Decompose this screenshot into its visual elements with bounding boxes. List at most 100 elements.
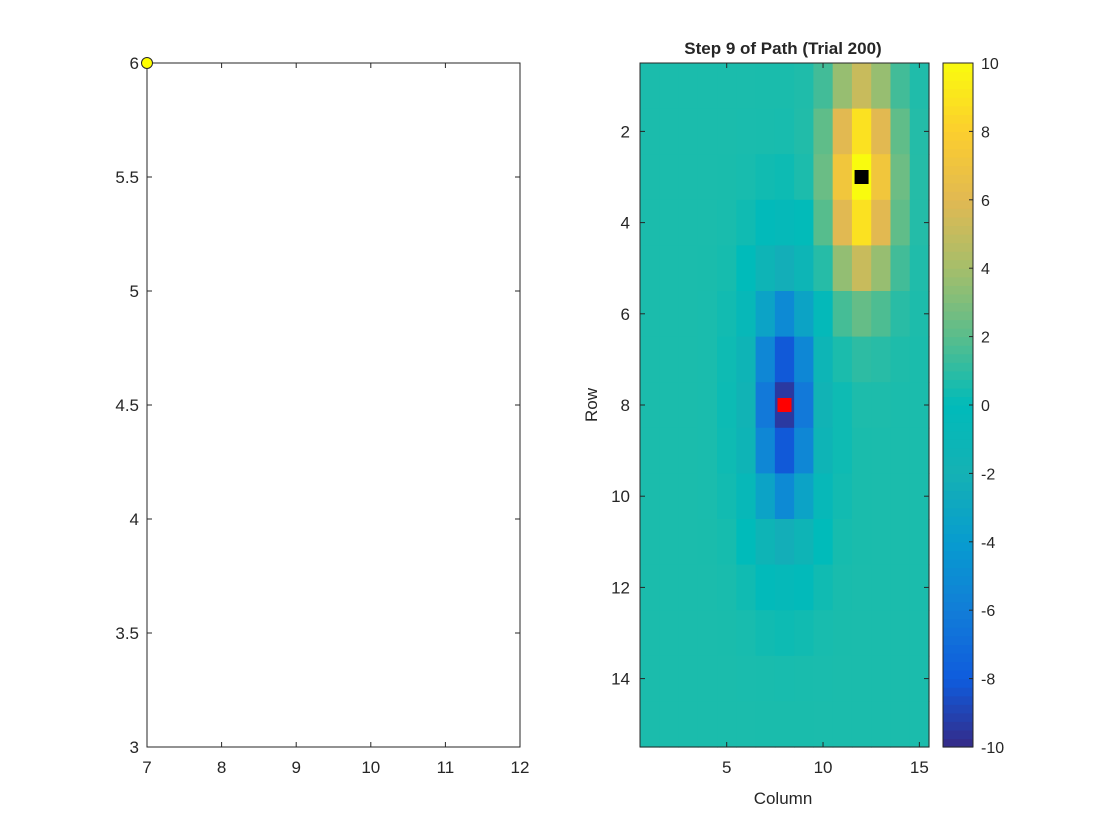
heatmap-cell [909, 154, 930, 201]
heatmap-cell [736, 701, 757, 748]
heatmap-cell [794, 382, 814, 429]
heatmap-cell [813, 701, 834, 748]
colorbar-segment [943, 464, 973, 474]
heatmap-cell [678, 427, 699, 474]
heatmap-cell [774, 610, 795, 657]
heatmap-cell [659, 63, 680, 110]
heatmap-cell [909, 519, 930, 566]
colorbar-segment [943, 593, 973, 603]
heatmap-cell [851, 108, 872, 155]
colorbar-segment [943, 63, 973, 73]
heatmap-cell [640, 427, 660, 474]
colorbar-tick-label: 6 [981, 193, 990, 210]
colorbar-segment [943, 328, 973, 338]
colorbar-segment [943, 157, 973, 167]
heatmap-cell [890, 63, 911, 110]
colorbar-segment [943, 122, 973, 132]
colorbar: -10 -8 -6 -4 -2 0 2 4 6 8 10 [942, 56, 1004, 757]
colorbar-segment [943, 687, 973, 697]
colorbar-tick-label: 0 [981, 398, 990, 415]
heatmap-cell [755, 655, 776, 702]
heatmap-cell [774, 564, 795, 611]
colorbar-segment [943, 601, 973, 611]
colorbar-segment [943, 499, 973, 509]
heatmap-cell [640, 564, 660, 611]
heatmap-cell [755, 701, 776, 748]
heatmap-cell [851, 610, 872, 657]
heatmap-cell [717, 63, 737, 110]
heatmap-cells [640, 63, 930, 748]
heatmap-cell [890, 473, 911, 520]
heatmap-cell [871, 63, 892, 110]
colorbar-segment [943, 242, 973, 252]
heatmap-cell [851, 701, 872, 748]
heatmap-cell [755, 199, 776, 246]
heatmap-cell [736, 108, 757, 155]
heatmap-cell [909, 564, 930, 611]
heatmap-cell [774, 701, 795, 748]
heatmap-cell [794, 63, 814, 110]
heatmap-cell [794, 336, 814, 383]
colorbar-segment [943, 550, 973, 560]
heatmap-cell [736, 63, 757, 110]
heatmap-cell [890, 701, 911, 748]
colorbar-segment [943, 234, 973, 244]
colorbar-segment [943, 71, 973, 81]
heatmap-cell [640, 63, 660, 110]
heatmap-cell [736, 655, 757, 702]
colorbar-segment [943, 695, 973, 705]
y-tick-label: 6 [130, 54, 139, 73]
colorbar-tick-label: 10 [981, 56, 999, 73]
heatmap-cell [909, 336, 930, 383]
heatmap-cell [871, 519, 892, 566]
colorbar-segment [943, 439, 973, 449]
x-tick-label: 12 [511, 758, 530, 777]
position-marker [777, 398, 792, 412]
left-scatter-axes: 7 8 9 10 11 12 3 3.5 4 4.5 5 5.5 6 [115, 54, 529, 777]
heatmap-cell [871, 701, 892, 748]
colorbar-segment [943, 379, 973, 389]
heatmap-cell [678, 154, 699, 201]
heatmap-cell [813, 382, 834, 429]
heatmap-cell [871, 291, 892, 338]
heatmap-cell [890, 610, 911, 657]
heatmap-cell [755, 154, 776, 201]
heatmap-cell [832, 154, 853, 201]
heatmap-cell [755, 473, 776, 520]
scatter-point [141, 57, 153, 69]
y-tick-label: 2 [621, 122, 630, 141]
colorbar-segment [943, 447, 973, 457]
heatmap-cell [659, 291, 680, 338]
heatmap-cell [832, 564, 853, 611]
heatmap-cell [659, 655, 680, 702]
heatmap-cell [851, 291, 872, 338]
colorbar-segment [943, 481, 973, 492]
heatmap-cell [871, 199, 892, 246]
heatmap-cell [774, 519, 795, 566]
y-tick-label: 3 [130, 738, 139, 757]
heatmap-cell [697, 610, 718, 657]
heatmap-cell [832, 427, 853, 474]
heatmap-cell [736, 199, 757, 246]
heatmap-cell [794, 610, 814, 657]
heatmap-cell [659, 564, 680, 611]
heatmap-cell [871, 564, 892, 611]
colorbar-tick-label: 2 [981, 330, 990, 347]
colorbar-segment [943, 336, 973, 346]
heatmap-cell [697, 291, 718, 338]
heatmap-cell [717, 701, 737, 748]
colorbar-segment [943, 319, 973, 329]
heatmap-cell [678, 336, 699, 383]
heatmap-cell [755, 108, 776, 155]
colorbar-segment [943, 387, 973, 398]
heatmap-cell [832, 473, 853, 520]
colorbar-segment [943, 430, 973, 440]
heatmap-cell [697, 564, 718, 611]
colorbar-segment [943, 97, 973, 107]
heatmap-cell [813, 519, 834, 566]
heatmap-cell [813, 336, 834, 383]
heatmap-cell [813, 427, 834, 474]
heatmap-cell [890, 336, 911, 383]
heatmap-cell [909, 610, 930, 657]
heatmap-cell [755, 564, 776, 611]
